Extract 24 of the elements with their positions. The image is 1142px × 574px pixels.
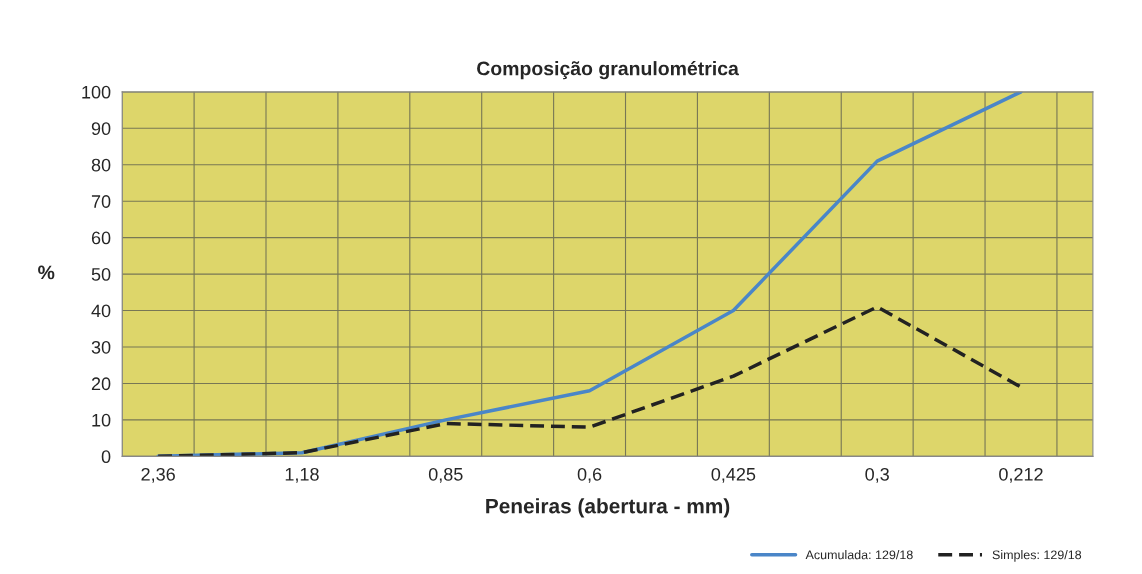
x-tick-label: 1,18 xyxy=(285,467,319,483)
x-axis-title: Peneiras (abertura - mm) xyxy=(486,498,730,518)
x-tick-label: 0,425 xyxy=(711,467,756,483)
y-tick-label: 90 xyxy=(91,122,111,136)
x-tick-label: 0,6 xyxy=(577,467,602,483)
y-tick-label: 20 xyxy=(91,377,111,391)
y-tick-label: 60 xyxy=(91,231,111,245)
y-tick-label: 50 xyxy=(91,268,111,281)
x-tick-label: 0,85 xyxy=(428,467,463,483)
legend-label: Acumulada: 129/18 xyxy=(805,550,913,560)
chart-title: Composição granulométrica xyxy=(477,60,739,80)
y-tick-label: 30 xyxy=(91,340,111,354)
y-tick-label: 0 xyxy=(101,450,111,464)
x-tick-label: 2,36 xyxy=(141,467,175,483)
y-tick-label: 80 xyxy=(91,158,111,172)
y-tick-label: 70 xyxy=(91,195,111,208)
x-tick-label: 0,212 xyxy=(999,467,1043,483)
line-series xyxy=(156,305,1023,457)
y-tick-label: 40 xyxy=(91,304,111,318)
legend-label: Simples: 129/18 xyxy=(992,550,1082,562)
y-axis-title: % xyxy=(38,265,55,280)
x-tick-label: 0,3 xyxy=(865,467,889,483)
y-tick-label: 100 xyxy=(82,85,111,99)
y-tick-label: 10 xyxy=(92,413,111,427)
